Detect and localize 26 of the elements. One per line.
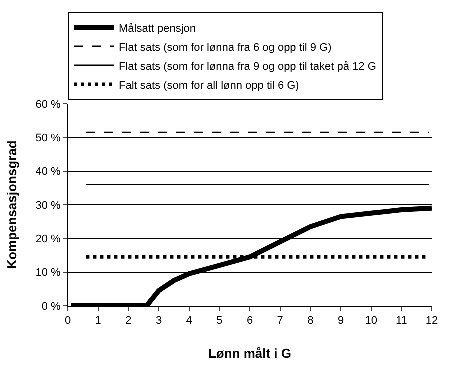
y-tick-label: 30 % [36, 200, 62, 212]
y-axis-title: Kompensasjonsgrad [4, 140, 20, 270]
x-tick-label: 7 [277, 315, 284, 328]
legend-label: Falt sats (som for all lønn opp til 6 G) [119, 80, 300, 92]
x-tick-label: 5 [216, 315, 223, 328]
x-tick-label: 8 [308, 315, 314, 328]
y-tick-label: 20 % [36, 234, 62, 246]
x-tick-label: 12 [426, 315, 438, 328]
x-tick-label: 6 [246, 315, 254, 328]
x-axis-title: Lønn målt i G [208, 346, 292, 361]
x-tick-label: 0 [64, 315, 72, 328]
y-tick-label: 10 % [36, 267, 62, 280]
legend-label: Målsatt pensjon [119, 22, 196, 35]
x-tick-label: 10 [365, 315, 378, 328]
x-tick-label: 11 [396, 315, 408, 328]
x-tick-label: 4 [186, 315, 192, 328]
y-tick-label: 60 % [36, 98, 62, 111]
legend-label: Flat sats (som for lønna fra 9 og opp til taket på 12 G [119, 60, 376, 73]
y-tick-label: 50 % [36, 132, 62, 145]
x-tick-label: 9 [338, 315, 344, 328]
legend-label: Flat sats (som for lønna fra 6 og opp til 9 G) [119, 42, 332, 54]
x-tick-label: 2 [126, 315, 132, 328]
x-tick-label: 1 [95, 315, 102, 328]
y-tick-label: 40 % [36, 166, 62, 178]
y-tick-label: 0 % [42, 300, 62, 313]
x-tick-label: 3 [156, 315, 162, 328]
